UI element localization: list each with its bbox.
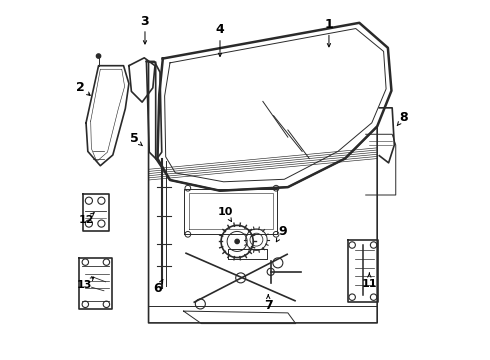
Text: 11: 11: [362, 279, 377, 289]
Text: 7: 7: [264, 299, 272, 312]
Text: 12: 12: [78, 215, 94, 225]
Text: 2: 2: [75, 81, 84, 94]
Text: 3: 3: [141, 14, 149, 27]
Text: 4: 4: [216, 23, 224, 36]
Text: 13: 13: [76, 280, 92, 291]
Text: 1: 1: [324, 18, 333, 31]
Circle shape: [97, 54, 100, 58]
Text: 9: 9: [278, 225, 287, 238]
Text: 6: 6: [153, 283, 162, 296]
Text: 10: 10: [218, 207, 233, 217]
Text: 5: 5: [130, 132, 139, 145]
Text: 8: 8: [400, 111, 408, 124]
Circle shape: [235, 239, 239, 244]
